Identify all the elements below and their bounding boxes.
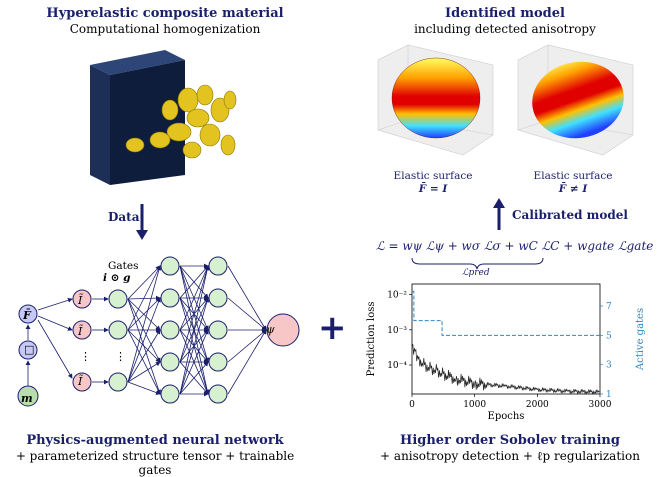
gate-node: [108, 289, 128, 309]
invariant-dots: ⋮: [80, 350, 91, 363]
neural-network: ⋮: [17, 256, 300, 407]
nn-edge: [179, 361, 209, 395]
surface-1-caption: Elastic surface: [393, 170, 473, 182]
up-arrow: [493, 198, 505, 230]
gate-node: [108, 320, 128, 340]
x-tick-label: 2000: [526, 400, 549, 410]
nn-edge: [179, 265, 210, 395]
hidden-node: [160, 288, 180, 308]
hidden-node: [208, 352, 228, 372]
down-arrow: [136, 204, 148, 240]
y2-tick-label: 7: [606, 302, 612, 312]
nn-edge: [127, 329, 161, 363]
y-tick-label: 10⁻⁴: [387, 361, 407, 371]
right-subtitle: including detected anisotropy: [414, 22, 596, 36]
hidden-node: [208, 320, 228, 340]
training-chart: 0 1000 2000 3000 10⁻² 10⁻³ 10⁻⁴ 1 3 5 7 Epochs Predi…: [366, 283, 646, 422]
nn-edge: [127, 265, 161, 300]
hidden-node: [208, 256, 228, 276]
left-title: Hyperelastic composite material: [46, 6, 284, 21]
x-tick-label: 3000: [589, 400, 612, 410]
plot-frame: [411, 283, 601, 395]
hidden-node: [160, 320, 180, 340]
gates-label: Gates: [108, 260, 139, 272]
data-label: Data: [108, 210, 140, 224]
elastic-surface-1: [377, 44, 494, 156]
input-box-label: □: [24, 343, 35, 356]
nn-edge: [227, 329, 267, 395]
x-tick-label: 0: [409, 400, 415, 410]
y-tick-label: 10⁻³: [387, 326, 407, 336]
right-bottom-subtitle: + anisotropy detection + ℓp regularizati…: [380, 449, 640, 463]
hidden-node: [160, 256, 180, 276]
loss-formula: ℒ = wψ ℒψ + wσ ℒσ + wC ℒC + wgate ℒgate: [376, 239, 654, 253]
y2-axis-label: Active gates: [635, 308, 646, 371]
left-bottom-title: Physics-augmented neural network: [26, 433, 284, 448]
x-axis-label: Epochs: [488, 411, 525, 422]
y2-tick-label: 1: [606, 390, 612, 400]
nn-edge: [37, 315, 73, 331]
calibrated-model-label: Calibrated model: [512, 208, 628, 222]
nn-edge: [127, 329, 161, 395]
nn-edge: [227, 297, 267, 331]
nn-edge: [37, 297, 73, 311]
hidden-node: [208, 384, 228, 404]
x-tick-label: 1000: [463, 400, 486, 410]
nn-edge: [179, 265, 209, 299]
composite-block: [90, 50, 237, 185]
input-node-m: [17, 385, 39, 407]
gates-expr: i ⊙ g: [103, 272, 131, 284]
surface-2-caption: Elastic surface: [533, 170, 613, 182]
nn-edge: [127, 329, 161, 383]
nn-edge: [37, 319, 73, 379]
nn-edge: [127, 297, 161, 383]
loss-brace-label: ℒpred: [462, 268, 490, 278]
input-node-box: [18, 340, 38, 360]
gate-node: [108, 372, 128, 392]
nn-edge: [179, 265, 210, 363]
nn-edge: [127, 298, 161, 363]
invariant-node: [72, 320, 92, 340]
surface-1-sub: F̄ = I: [418, 183, 448, 195]
nn-edge: [227, 265, 267, 331]
nn-edge: [227, 329, 267, 363]
left-subtitle: Computational homogenization: [69, 22, 261, 36]
y2-tick-label: 5: [606, 331, 612, 341]
nn-edge: [127, 265, 162, 383]
hidden-node: [160, 384, 180, 404]
invariant-1: Ĩ: [78, 294, 83, 307]
invariant-n: Ĩ: [78, 375, 83, 388]
input-F-label: F̄: [23, 309, 31, 322]
output-node: [266, 313, 300, 347]
hidden-node: [208, 288, 228, 308]
nn-edge: [127, 297, 161, 331]
loss-brace: [411, 257, 544, 270]
invariant-2: Ĩ: [78, 325, 83, 338]
right-title: Identified model: [445, 6, 565, 21]
nn-edge: [179, 297, 210, 395]
surface-2-sub: F̄ ≠ I: [558, 183, 588, 195]
gates-series: [412, 290, 600, 336]
y2-tick-label: 3: [606, 361, 612, 371]
hidden-node: [160, 352, 180, 372]
plus-sign: +: [318, 308, 347, 348]
y-tick-label: 10⁻²: [387, 291, 407, 301]
output-label: ψ: [266, 323, 275, 336]
input-node-F: [18, 304, 38, 324]
nn-edge: [179, 265, 209, 331]
input-m-label: m: [21, 392, 33, 405]
loss-series: [411, 343, 600, 395]
nn-edge: [127, 265, 161, 331]
invariant-node: [72, 289, 92, 309]
left-bottom-subtitle: + parameterized structure tensor + train…: [15, 449, 295, 477]
invariant-node: [72, 372, 92, 392]
right-bottom-title: Higher order Sobolev training: [400, 433, 620, 448]
nn-edge: [179, 329, 209, 395]
nn-edge: [127, 361, 161, 383]
gate-dots: ⋮: [115, 350, 126, 363]
nn-edge: [127, 381, 161, 395]
elastic-surface-2: [517, 44, 634, 156]
y-axis-label: Prediction loss: [366, 302, 377, 377]
